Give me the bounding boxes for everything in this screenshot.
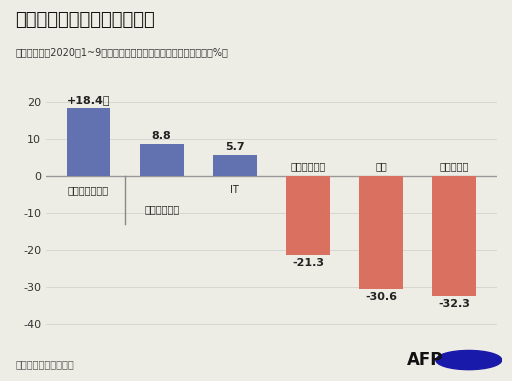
Text: 8.8: 8.8 <box>152 131 172 141</box>
Text: インターネット: インターネット <box>68 186 109 195</box>
Bar <box>140 144 184 176</box>
Bar <box>359 176 403 289</box>
Text: 大規模小売り: 大規模小売り <box>144 204 179 214</box>
Bar <box>286 176 330 255</box>
Text: +18.4％: +18.4％ <box>67 95 110 105</box>
Text: 5.7: 5.7 <box>225 142 245 152</box>
Text: ファッション: ファッション <box>290 161 326 171</box>
Text: 新型コロナ：勝ち組と負け組: 新型コロナ：勝ち組と負け組 <box>15 11 155 29</box>
Text: AFP: AFP <box>407 351 443 369</box>
Text: 航空: 航空 <box>375 161 387 171</box>
Text: 多国籍企業の2020年1~9月期の業種別売上高の伸び（前年同期比、%）: 多国籍企業の2020年1~9月期の業種別売上高の伸び（前年同期比、%） <box>15 48 228 58</box>
Text: 出典：メディオバンカ: 出典：メディオバンカ <box>15 360 74 370</box>
Bar <box>432 176 476 296</box>
Bar <box>213 155 257 176</box>
Text: -30.6: -30.6 <box>365 292 397 302</box>
Text: -32.3: -32.3 <box>438 299 470 309</box>
Text: -21.3: -21.3 <box>292 258 324 268</box>
Bar <box>67 108 111 176</box>
Text: IT: IT <box>230 186 239 195</box>
Circle shape <box>436 351 502 370</box>
Text: エネルギー: エネルギー <box>439 161 469 171</box>
